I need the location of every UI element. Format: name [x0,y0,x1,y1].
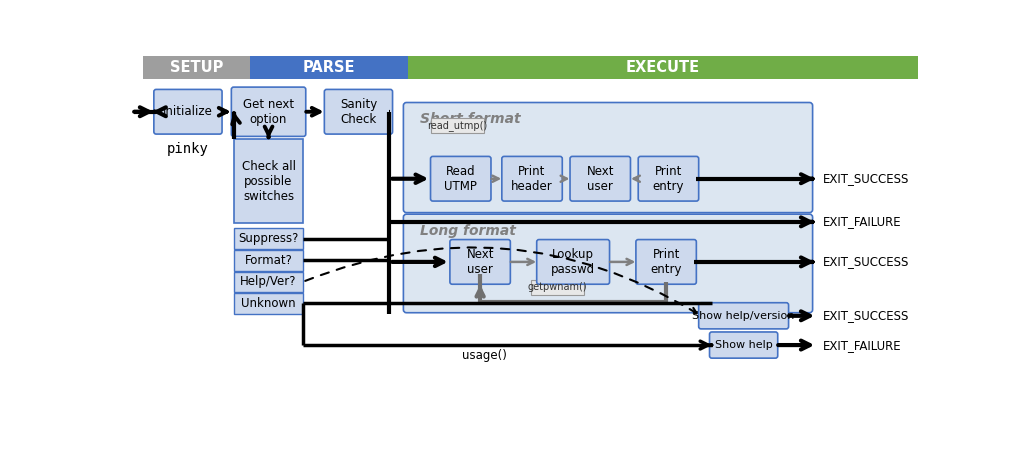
Bar [250,55,408,79]
FancyBboxPatch shape [635,239,696,284]
FancyBboxPatch shape [403,103,812,212]
Text: pinky: pinky [167,142,209,156]
FancyBboxPatch shape [698,303,788,329]
Text: Format?: Format? [245,254,292,267]
Text: Short format: Short format [420,112,521,126]
Text: SETUP: SETUP [170,59,223,75]
Text: Initialize: Initialize [163,105,213,118]
Text: getpwnam(): getpwnam() [527,282,587,292]
Bar [234,271,303,292]
FancyBboxPatch shape [430,157,490,201]
Text: Sanity
Check: Sanity Check [339,98,377,126]
FancyBboxPatch shape [403,214,812,313]
Text: EXECUTE: EXECUTE [626,59,699,75]
FancyBboxPatch shape [570,157,630,201]
Text: Help/Ver?: Help/Ver? [240,275,297,288]
Text: EXIT_FAILURE: EXIT_FAILURE [822,338,901,351]
Bar [234,229,303,249]
Text: Long format: Long format [420,224,516,238]
Text: EXIT_SUCCESS: EXIT_SUCCESS [822,172,908,185]
Text: Print
entry: Print entry [652,165,684,193]
Text: usage(): usage() [462,349,506,362]
FancyBboxPatch shape [449,239,510,284]
Bar [531,279,584,295]
FancyBboxPatch shape [638,157,698,201]
Text: Show help/version: Show help/version [692,311,794,321]
Bar [431,118,484,133]
Text: PARSE: PARSE [303,59,355,75]
Text: Print
header: Print header [511,165,552,193]
Bar [234,139,303,223]
Text: Check all
possible
switches: Check all possible switches [242,160,296,202]
FancyBboxPatch shape [324,90,392,134]
Text: Unknown: Unknown [242,297,296,310]
Text: Show help: Show help [714,340,771,350]
Bar [234,250,303,271]
FancyBboxPatch shape [154,90,222,134]
FancyBboxPatch shape [709,332,776,358]
Text: Read
UTMP: Read UTMP [444,165,477,193]
FancyBboxPatch shape [501,157,561,201]
Text: Next
user: Next user [466,248,493,276]
Text: Print
entry: Print entry [650,248,682,276]
Text: read_utmp(): read_utmp() [427,120,487,131]
Text: EXIT_FAILURE: EXIT_FAILURE [822,216,901,228]
FancyBboxPatch shape [536,239,609,284]
Bar [408,55,917,79]
Text: Lookup
passwd: Lookup passwd [550,248,595,276]
FancyBboxPatch shape [231,87,306,136]
Text: EXIT_SUCCESS: EXIT_SUCCESS [822,256,908,268]
Text: Next
user: Next user [586,165,613,193]
Text: EXIT_SUCCESS: EXIT_SUCCESS [822,309,908,322]
Bar [234,293,303,314]
Text: Get next
option: Get next option [243,98,293,126]
Text: Suppress?: Suppress? [238,232,299,245]
Bar [143,55,250,79]
